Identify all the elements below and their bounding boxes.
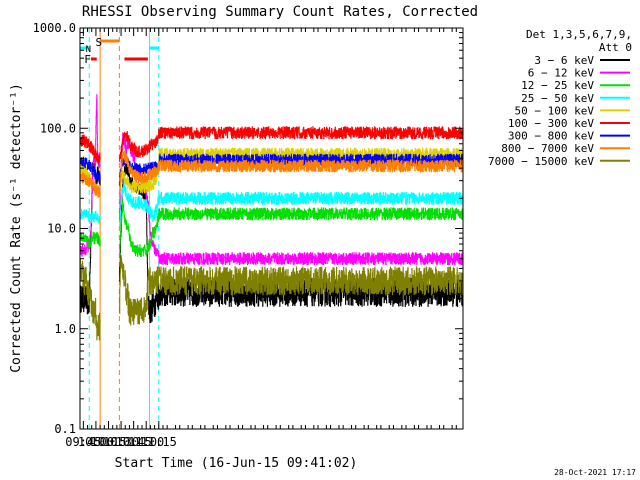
state-label-S: S (96, 36, 103, 49)
y-tick-label: 0.1 (54, 422, 76, 436)
generation-date: 28-Oct-2021 17:17 (554, 468, 636, 477)
state-label-F: F (84, 53, 91, 66)
series-layer (79, 94, 464, 341)
series-line-2 (79, 231, 101, 249)
legend-header-detectors: Det 1,3,5,6,7,9, (526, 28, 632, 41)
series-line-2 (119, 198, 464, 258)
x-tick-label: 09:45 (65, 435, 101, 449)
chart-title: RHESSI Observing Summary Count Rates, Co… (82, 4, 478, 20)
series-line-8 (119, 255, 464, 326)
x-tick-label: 11:00 (128, 435, 164, 449)
state-label-N: N (86, 45, 91, 55)
series-line-3 (119, 180, 464, 227)
x-tick-label: 10:45 (116, 435, 152, 449)
series-line-6 (79, 156, 101, 185)
legend-label: 50 − 100 keV (515, 104, 595, 117)
series-line-1 (79, 94, 101, 257)
legend-header-attenuator: Att 0 (599, 41, 632, 54)
y-tick-label: 1.0 (54, 322, 76, 336)
legend-label: 7000 − 15000 keV (488, 155, 594, 168)
series-line-7 (119, 150, 464, 199)
series-line-5 (119, 126, 464, 162)
legend-label: 300 − 800 keV (508, 130, 594, 143)
state-bars: NFS (80, 36, 159, 66)
x-tick-label: 10:00 (78, 435, 114, 449)
y-axis-label: Corrected Count Rate (s⁻¹ detector⁻¹) (9, 83, 24, 373)
y-tick-label: 100.0 (40, 121, 76, 135)
legend-label: 100 − 300 keV (508, 117, 594, 130)
y-tick-label: 10.0 (47, 222, 76, 236)
y-axis: 1000.0 100.0 10.0 1.0 0.1 (33, 21, 463, 436)
series-line-7 (79, 172, 101, 198)
y-tick-label: 1000.0 (33, 21, 76, 35)
x-tick-label: 10:30 (103, 435, 139, 449)
x-axis-label: Start Time (16-Jun-15 09:41:02) (115, 456, 358, 471)
legend-label: 25 − 50 keV (521, 92, 594, 105)
legend-label: 12 − 25 keV (521, 79, 594, 92)
series-line-1 (119, 132, 464, 266)
x-tick-label: 11:15 (141, 435, 177, 449)
legend-label: 3 − 6 keV (534, 54, 594, 67)
series-line-3 (79, 208, 101, 224)
legend-label: 800 − 7000 keV (501, 142, 594, 155)
x-tick-label: 10:15 (90, 435, 126, 449)
legend-label: 6 − 12 keV (528, 67, 595, 80)
